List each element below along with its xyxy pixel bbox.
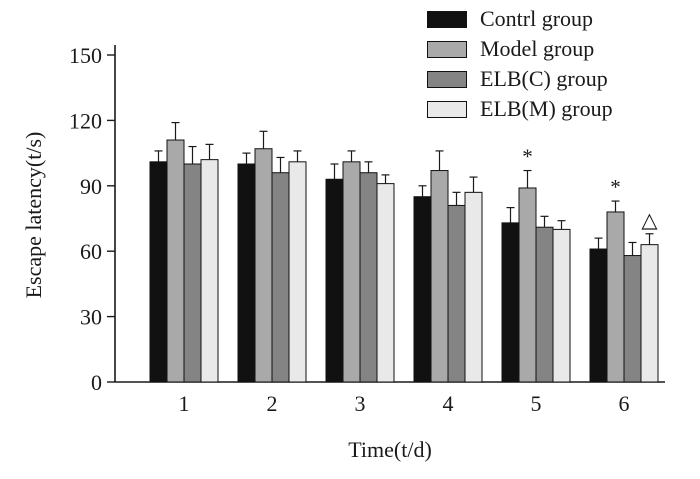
bar (606, 211, 625, 383)
bar (237, 163, 256, 383)
bar (640, 244, 659, 383)
legend-swatch (427, 40, 467, 58)
legend-item: ELB(C) group (427, 68, 613, 90)
bar (325, 178, 344, 383)
bar (552, 228, 571, 383)
y-tick-label: 150 (69, 43, 102, 68)
y-axis-title: Escape latency(t/s) (21, 131, 46, 299)
legend-label: ELB(C) group (480, 66, 608, 91)
y-tick-label: 90 (80, 174, 102, 199)
legend-label: Model group (480, 36, 595, 61)
bar (359, 172, 378, 383)
y-tick-label: 0 (91, 370, 102, 395)
bar (183, 163, 202, 383)
bar (413, 196, 432, 383)
x-tick-label: 3 (355, 391, 366, 416)
y-tick-label: 120 (69, 108, 102, 133)
legend-swatch (427, 10, 467, 28)
legend-item: Contrl group (427, 8, 613, 30)
legend-swatch (427, 100, 467, 118)
bar (288, 161, 307, 383)
bar (518, 187, 537, 383)
bar (589, 248, 608, 383)
x-tick-label: 1 (179, 391, 190, 416)
significance-marker: △ (641, 208, 658, 232)
bar (430, 170, 449, 383)
bar (342, 161, 361, 383)
x-tick-label: 4 (443, 391, 454, 416)
x-tick-label: 6 (619, 391, 630, 416)
legend: Contrl group Model group ELB(C) group ELB(M… (427, 8, 613, 120)
significance-marker: * (610, 175, 621, 199)
legend-item: ELB(M) group (427, 98, 613, 120)
bar (200, 159, 219, 383)
bar (464, 191, 483, 383)
bar (623, 255, 642, 383)
bar (376, 183, 395, 383)
x-axis-title: Time(t/d) (348, 437, 432, 462)
bar (149, 161, 168, 383)
y-tick-label: 30 (80, 305, 102, 330)
significance-marker: * (522, 145, 533, 169)
bar (254, 148, 273, 383)
bar (166, 139, 185, 383)
bar (535, 226, 554, 383)
legend-item: Model group (427, 38, 613, 60)
bar (501, 222, 520, 383)
y-tick-label: 60 (80, 239, 102, 264)
bar (447, 204, 466, 383)
bar (271, 172, 290, 383)
legend-label: Contrl group (480, 6, 594, 31)
x-tick-label: 5 (531, 391, 542, 416)
legend-label: ELB(M) group (480, 96, 613, 121)
x-tick-label: 2 (267, 391, 278, 416)
legend-swatch (427, 70, 467, 88)
